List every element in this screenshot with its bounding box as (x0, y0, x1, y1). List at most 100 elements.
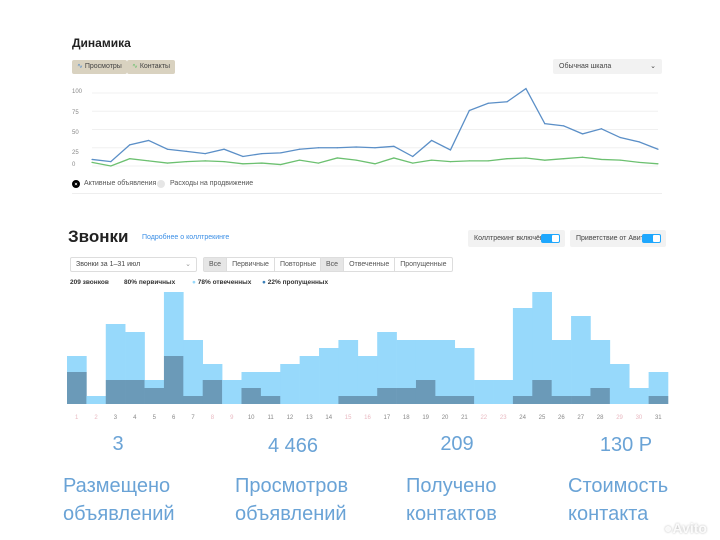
filter-primary[interactable]: Первичные (227, 258, 275, 271)
data-point (110, 161, 112, 163)
legend-contacts-button[interactable]: ∿ Контакты (127, 60, 176, 74)
data-point (223, 148, 225, 150)
toggle-label: Приветствие от Авито (576, 235, 648, 242)
bar-missed (260, 396, 281, 404)
y-tick: 100 (72, 89, 83, 95)
avito-dots-icon: ● (664, 520, 673, 536)
bar-answered (474, 380, 494, 404)
bar-answered (67, 356, 87, 372)
filter-missed[interactable]: Пропущенные (400, 261, 447, 268)
data-point (600, 128, 603, 130)
toggle-label: Коллтрекинг включён (474, 235, 544, 242)
data-point (336, 157, 338, 159)
toggle-switch[interactable] (642, 234, 661, 243)
data-point (298, 159, 301, 161)
data-point (129, 144, 131, 146)
data-point (412, 162, 414, 164)
data-point (110, 165, 112, 167)
label-line: Размещено (63, 475, 171, 497)
summary-value: 130 Р (599, 434, 653, 456)
bar-answered (260, 372, 281, 396)
summary-label: Размещено объявлений (63, 472, 175, 528)
data-point (355, 159, 357, 161)
period-dropdown[interactable]: Звонки за 1–31 июл ⌄ (70, 257, 197, 272)
label-line: Просмотров (235, 475, 349, 497)
data-point (129, 158, 131, 160)
data-point (525, 157, 527, 159)
label-line: объявлений (63, 503, 175, 525)
promo-spend-radio[interactable] (157, 180, 165, 188)
x-tick-label: 10 (248, 415, 255, 421)
series-line-views (91, 87, 659, 163)
x-tick-label: 1 (75, 415, 79, 421)
x-tick-label: 4 (133, 415, 137, 421)
filter-answered[interactable]: Отвеченные (344, 258, 396, 271)
x-tick-label: 14 (325, 415, 332, 421)
x-tick-label: 3 (114, 415, 118, 421)
bar-missed (67, 372, 87, 404)
x-tick-label: 5 (153, 415, 157, 421)
bar-missed (202, 380, 223, 404)
data-point (525, 88, 527, 90)
x-tick-label: 6 (172, 415, 176, 421)
calls-title: Звонки (68, 227, 129, 246)
stat-answered: ● 78% отвеченных (192, 279, 252, 286)
calltracking-link[interactable]: Подробнее о коллтрекинге (142, 234, 230, 241)
data-point (431, 139, 433, 142)
x-tick-label: 9 (230, 415, 234, 421)
bar-missed (241, 388, 262, 404)
bar-answered (454, 348, 475, 396)
avito-greeting-toggle[interactable]: Приветствие от Авито (570, 230, 666, 247)
label-line: объявлений (235, 503, 347, 525)
scale-select-value: Обычная шкала (559, 63, 612, 70)
data-point (487, 160, 489, 162)
bar-answered (435, 340, 456, 396)
bar-answered (532, 292, 552, 380)
calltracking-toggle[interactable]: Коллтрекинг включён (468, 230, 565, 247)
watermark-text: Avito (672, 520, 707, 536)
bar-answered (357, 356, 378, 396)
data-point (638, 141, 640, 143)
filter-all[interactable]: Все (321, 258, 345, 271)
active-ads-radio[interactable] (72, 180, 80, 188)
data-point (600, 158, 603, 161)
y-tick: 25 (72, 150, 79, 156)
bar-answered (319, 348, 339, 404)
bar-missed (415, 380, 436, 404)
data-point (563, 125, 565, 127)
data-point (91, 161, 93, 163)
calls-bar-chart: 1 2 3 4 5 6 7 8 9 10 11 12 13 14 15 16 17 18 19 20 21 22 23 24 2… (67, 292, 669, 421)
data-point (544, 159, 546, 161)
data-point (581, 156, 584, 158)
x-tick-label: 11 (267, 415, 274, 421)
stat-missed: ● 22% пропущенных (262, 279, 329, 286)
x-tick-label: 21 (461, 415, 468, 421)
x-tick-label: 25 (539, 415, 546, 421)
filter-repeat[interactable]: Повторные (279, 261, 317, 268)
summary-label: Получено контактов (406, 472, 497, 528)
data-point (657, 148, 659, 150)
bar-missed (163, 356, 184, 404)
data-point (166, 148, 169, 150)
data-point (544, 123, 546, 125)
filter-all[interactable]: Все (204, 258, 228, 271)
bar-answered (299, 356, 320, 404)
legend-views-button[interactable]: ∿ Просмотры (72, 60, 127, 74)
bar-answered (241, 372, 262, 388)
data-point (280, 152, 282, 154)
y-tick: 50 (72, 130, 79, 136)
bar-answered (396, 340, 417, 388)
stat-missed-text: 22% пропущенных (267, 279, 329, 286)
data-point (261, 162, 263, 164)
data-point (374, 163, 376, 165)
bar-missed (571, 396, 591, 404)
x-tick-label: 24 (519, 415, 526, 421)
data-point (204, 152, 206, 155)
x-tick-label: 17 (384, 415, 391, 421)
toggle-switch[interactable] (541, 234, 560, 243)
bar-missed (183, 396, 204, 404)
scale-select[interactable]: Обычная шкала ⌄ (553, 59, 662, 74)
data-point (449, 149, 452, 151)
bar-answered (415, 340, 436, 380)
data-point (317, 147, 319, 149)
